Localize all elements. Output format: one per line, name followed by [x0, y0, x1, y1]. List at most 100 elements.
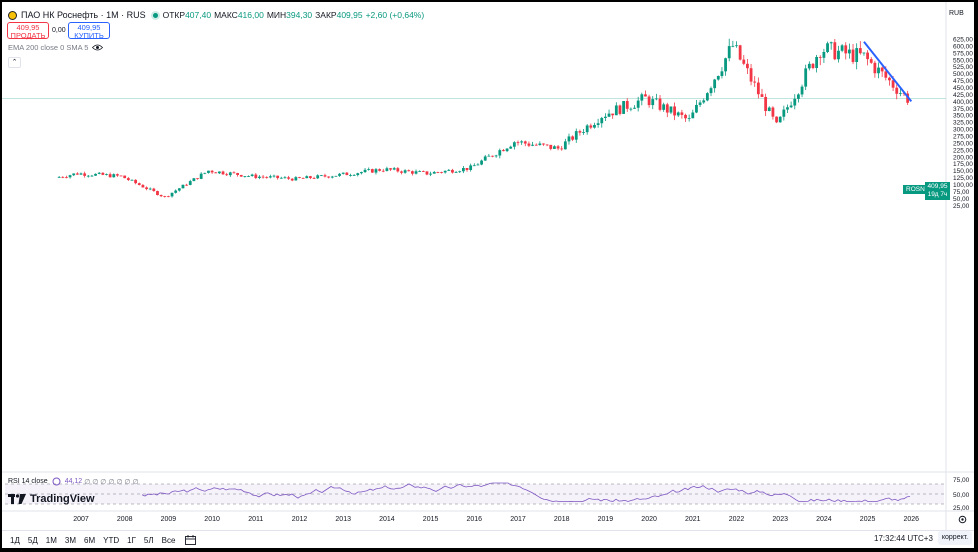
range-1d-button[interactable]: 1Д: [10, 535, 20, 545]
candle-body: [574, 131, 578, 140]
candle-body: [250, 174, 254, 176]
candle-body: [738, 45, 742, 60]
clock[interactable]: 17:32:44 UTC+3: [874, 534, 933, 543]
tradingview-logo[interactable]: TradingView: [8, 493, 95, 505]
candle-body: [578, 131, 582, 133]
sell-button[interactable]: 409,95 ПРОДАТЬ: [7, 22, 49, 40]
candle-body: [465, 167, 469, 170]
ohlc-low-value: 394,30: [286, 10, 313, 20]
bottom-toolbar: 1Д 5Д 1М 3М 6М YTD 1Г 5Л Все: [2, 530, 974, 548]
candle-body: [593, 124, 596, 128]
candle-body: [396, 168, 400, 172]
candle-body: [826, 43, 829, 53]
candle-body: [163, 196, 167, 197]
range-all-button[interactable]: Все: [161, 535, 176, 545]
range-1y-button[interactable]: 1Г: [127, 535, 136, 545]
candle-body: [891, 80, 895, 88]
candle-body: [862, 52, 866, 54]
candle-body: [600, 117, 604, 124]
candle-body: [65, 177, 68, 179]
candle-body: [174, 190, 178, 193]
price-tick-label: 550,00: [953, 57, 973, 64]
candle-body: [268, 176, 272, 178]
eye-icon[interactable]: [92, 44, 104, 51]
candle-body: [309, 176, 312, 179]
candle-body: [644, 94, 647, 97]
rsi-placeholders: ∅ ∅ ∅ ∅ ∅ ∅ ∅: [84, 478, 139, 486]
rsi-tick-label: 75,00: [953, 477, 970, 484]
candle-body: [534, 144, 538, 146]
rsi-tick-label: 50,00: [953, 492, 970, 499]
buy-label: КУПИТЬ: [74, 31, 104, 40]
candle-body: [283, 177, 287, 179]
candle-body: [418, 171, 422, 172]
price-tick-label: 375,00: [953, 106, 973, 113]
candle-body: [858, 48, 862, 54]
candle-body: [108, 174, 112, 178]
range-3m-button[interactable]: 3М: [64, 535, 76, 545]
tradingview-logo-text: TradingView: [30, 493, 95, 505]
candle-body: [884, 71, 888, 78]
range-6m-button[interactable]: 6М: [84, 535, 96, 545]
currency-label[interactable]: RUB: [949, 10, 964, 17]
candle-body: [170, 192, 174, 197]
candle-body: [145, 187, 148, 190]
candle-body: [472, 165, 476, 167]
candle-body: [312, 178, 316, 179]
ohlc-low-key: МИН: [266, 10, 287, 20]
price-tick-label: 175,00: [953, 161, 973, 168]
buy-button[interactable]: 409,95 КУПИТЬ: [68, 22, 110, 40]
time-tick-label: 2026: [904, 516, 920, 523]
last-price-value: 409,95: [927, 183, 948, 190]
candle-body: [545, 144, 549, 146]
candle-body: [771, 107, 775, 117]
candle-body: [487, 155, 491, 157]
range-1m-button[interactable]: 1М: [45, 535, 57, 545]
spread-value: 0,00: [52, 27, 66, 34]
candle-body: [360, 172, 363, 174]
collapse-legend-button[interactable]: ⌃: [8, 57, 21, 68]
time-tick-label: 2020: [641, 516, 657, 523]
symbol-title[interactable]: ПАО НК Роснефть · 1М · RUS: [21, 10, 146, 20]
candle-body: [400, 171, 403, 173]
rsi-legend[interactable]: RSI 14 close 44,12 ∅ ∅ ∅ ∅ ∅ ∅ ∅: [8, 477, 139, 486]
candle-body: [57, 176, 61, 178]
candle-body: [345, 172, 349, 176]
candle-body: [338, 173, 341, 176]
sell-price: 409,95: [16, 23, 40, 32]
visibility-icon[interactable]: [52, 477, 61, 486]
candle-body: [505, 148, 509, 152]
price-tick-label: 450,00: [953, 85, 973, 92]
candle-body: [228, 172, 232, 176]
candle-body: [793, 98, 797, 106]
candle-body: [90, 175, 94, 177]
candle-body: [381, 170, 385, 172]
range-ytd-button[interactable]: YTD: [103, 535, 120, 545]
candle-body: [287, 177, 290, 179]
candle-body: [753, 81, 757, 83]
candle-body: [159, 195, 163, 197]
time-tick-label: 2014: [379, 516, 395, 523]
candle-body: [840, 45, 844, 51]
candle-body: [72, 173, 76, 176]
symbol-price-tag: ROSN: [903, 185, 928, 194]
candle-body: [633, 107, 636, 109]
candle-body: [731, 45, 735, 47]
correction-button[interactable]: коррект.: [938, 531, 972, 545]
candle-body: [829, 42, 833, 44]
candle-body: [451, 169, 454, 173]
range-5d-button[interactable]: 5Д: [27, 535, 38, 545]
indicator-legend[interactable]: EMA 200 close 0 SMA 5: [8, 43, 104, 52]
price-tick-label: 600,00: [953, 43, 973, 50]
candle-body: [767, 107, 771, 112]
candle-body: [585, 125, 589, 133]
candle-body: [86, 175, 90, 177]
candle-body: [520, 141, 524, 143]
candle-body: [553, 146, 556, 149]
candle-body: [414, 171, 418, 174]
gear-icon[interactable]: [958, 515, 967, 524]
calendar-icon[interactable]: [185, 535, 197, 545]
candle-body: [389, 168, 392, 170]
range-5y-button[interactable]: 5Л: [143, 535, 154, 545]
